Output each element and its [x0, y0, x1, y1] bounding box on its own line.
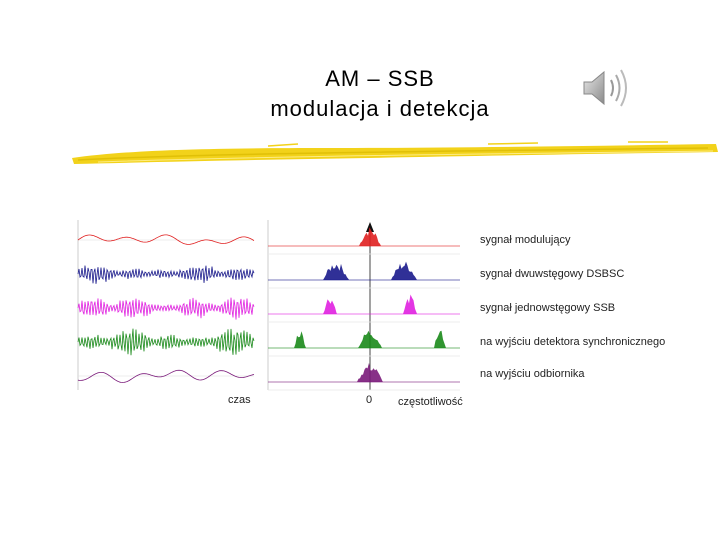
spectrum-lump-2-1 — [323, 263, 349, 280]
waveform-4 — [77, 328, 255, 356]
time-axis-label: czas — [228, 394, 251, 406]
waveform-3 — [77, 297, 255, 320]
title-line-1: AM – SSB — [325, 66, 435, 91]
yellow-brush-underline — [72, 141, 718, 164]
spectrum-lump-4-3 — [434, 330, 446, 348]
freq-zero-label: 0 — [366, 394, 373, 406]
speaker-sound-icon[interactable] — [578, 64, 634, 112]
spectrum-lump-4-1 — [294, 331, 306, 348]
row-label-1: sygnał modulujący — [480, 234, 571, 246]
freq-axis-label: częstotliwość — [398, 396, 463, 408]
spectrum-lump-3-2 — [403, 294, 417, 314]
spectrum-lump-1-1 — [359, 227, 381, 246]
waveform-2 — [77, 265, 255, 284]
row-label-3: sygnał jednowstęgowy SSB — [480, 302, 616, 314]
ssb-figure: czas 0 częstotliwość sygnał modulujący s… — [76, 216, 696, 412]
spectrum-lump-3-1 — [323, 299, 337, 314]
spectrum-lump-5-1 — [357, 362, 383, 382]
spectrum-lump-4-2 — [358, 330, 382, 348]
freq-axis-arrow — [366, 222, 374, 232]
spectrum-lump-2-2 — [391, 261, 417, 280]
slide-title: AM – SSB modulacja i detekcja — [160, 64, 600, 124]
row-label-5: na wyjściu odbiornika — [480, 368, 585, 380]
row-label-2: sygnał dwuwstęgowy DSBSC — [480, 268, 625, 280]
waveform-1 — [77, 234, 255, 245]
row-label-4: na wyjściu detektora synchronicznego — [480, 336, 666, 348]
waveform-5 — [77, 369, 255, 383]
title-line-2: modulacja i detekcja — [270, 96, 490, 121]
figure-canvas — [77, 220, 460, 391]
